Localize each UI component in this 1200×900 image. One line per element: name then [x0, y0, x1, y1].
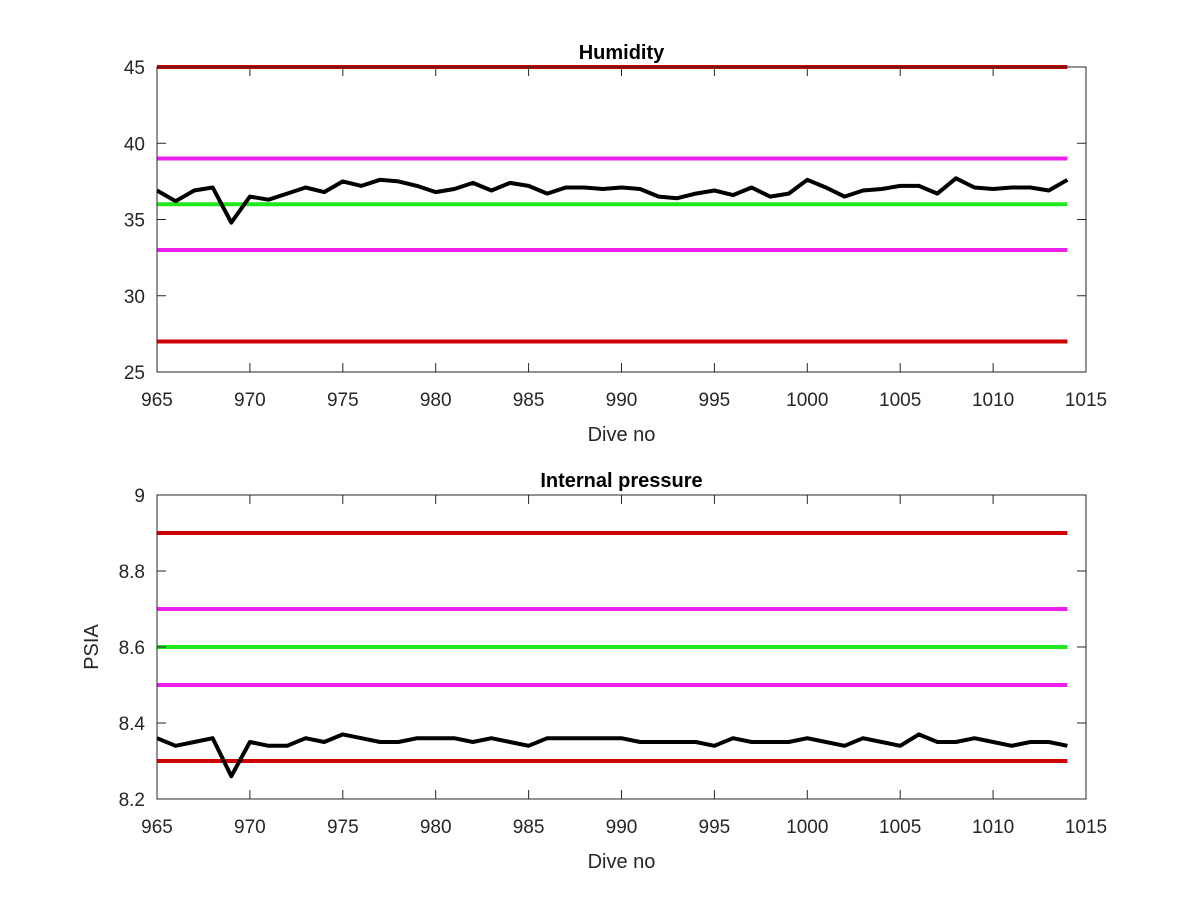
- pressure-x-ticks: 965 970 975 980 985 990 995 1000 1005 1010 1015: [141, 495, 1107, 838]
- humidity-y-tick-label: 45: [124, 58, 145, 79]
- humidity-y-ticks: 25 30 35 40 45: [124, 58, 1086, 384]
- humidity-x-ticks: 965 970 975 980 985 990 995 1000 1005 1010 1015: [141, 67, 1107, 411]
- pressure-x-tick-label: 990: [606, 817, 638, 838]
- pressure-x-tick-label: 975: [327, 817, 359, 838]
- humidity-series-lines: [156, 176, 1069, 225]
- pressure-x-tick-label: 1000: [786, 817, 828, 838]
- humidity-x-tick-label: 980: [420, 390, 452, 411]
- humidity-y-tick-label: 35: [124, 211, 145, 232]
- humidity-x-tick-label: 985: [513, 390, 545, 411]
- humidity-x-tick-label: 1005: [879, 390, 921, 411]
- pressure-x-tick-label: 985: [513, 817, 545, 838]
- pressure-x-tick-label: 1010: [972, 817, 1014, 838]
- humidity-x-tick-label: 1010: [972, 390, 1014, 411]
- pressure-y-tick-label: 8.6: [119, 638, 145, 659]
- humidity-x-tick-label: 970: [234, 390, 266, 411]
- pressure-x-tick-label: 1005: [879, 817, 921, 838]
- humidity-y-tick-label: 30: [124, 287, 145, 308]
- pressure-y-axis-label: PSIA: [81, 624, 103, 670]
- pressure-data-line-0: [156, 732, 1068, 779]
- humidity-chart-title: Humidity: [579, 42, 665, 64]
- pressure-y-tick-label: 8.4: [119, 714, 146, 735]
- humidity-plot-area: [157, 67, 1086, 372]
- pressure-x-tick-label: 1015: [1065, 817, 1107, 838]
- pressure-y-tick-label: 8.2: [119, 790, 145, 811]
- humidity-x-tick-label: 1000: [786, 390, 828, 411]
- pressure-series-lines: [156, 732, 1068, 779]
- humidity-y-tick-label: 25: [124, 363, 145, 384]
- humidity-subplot: 965 970 975 980 985 990 995 1000 1005 1010 1015 25…: [124, 42, 1107, 446]
- humidity-x-tick-label: 990: [606, 390, 638, 411]
- pressure-chart-title: Internal pressure: [540, 470, 702, 492]
- humidity-x-tick-label: 965: [141, 390, 173, 411]
- humidity-x-tick-label: 1015: [1065, 390, 1107, 411]
- pressure-x-tick-label: 970: [234, 817, 266, 838]
- pressure-x-tick-label: 965: [141, 817, 173, 838]
- internal-pressure-subplot: 965 970 975 980 985 990 995 1000 1005 1010 1015 8.…: [81, 470, 1107, 873]
- pressure-y-tick-label: 9: [134, 486, 145, 507]
- pressure-y-ticks: 8.2 8.4 8.6 8.8 9: [119, 486, 1086, 811]
- pressure-y-tick-label: 8.8: [119, 562, 145, 583]
- pressure-x-axis-label: Dive no: [588, 851, 656, 873]
- humidity-x-tick-label: 975: [327, 390, 359, 411]
- humidity-x-tick-label: 995: [699, 390, 731, 411]
- pressure-x-tick-label: 980: [420, 817, 452, 838]
- humidity-x-axis-label: Dive no: [588, 424, 656, 446]
- pressure-x-tick-label: 995: [699, 817, 731, 838]
- humidity-data-line-0: [156, 176, 1069, 225]
- humidity-y-tick-label: 40: [124, 134, 145, 155]
- pressure-limit-lines: [157, 531, 1068, 763]
